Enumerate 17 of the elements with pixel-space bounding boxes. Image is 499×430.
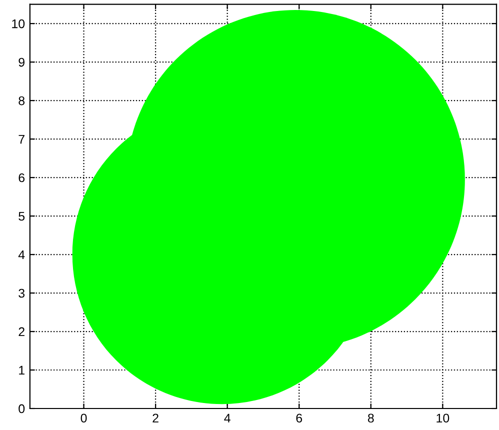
y-tick-label: 7	[18, 134, 24, 144]
x-tick-label: 0	[80, 414, 87, 423]
y-tick-label: 3	[18, 288, 25, 298]
y-tick-label: 0	[18, 404, 25, 414]
y-tick-label: 10	[12, 19, 25, 28]
y-tick-label: 5	[18, 212, 25, 221]
y-tick-label: 1	[19, 366, 24, 375]
y-tick-label: 2	[18, 327, 24, 336]
y-tick-label: 6	[18, 173, 25, 182]
y-tick-label: 8	[18, 96, 25, 106]
x-tick-label: 10	[436, 414, 450, 423]
x-tick-label: 4	[224, 414, 230, 422]
x-tick-label: 8	[368, 414, 374, 423]
x-tick-label: 2	[152, 414, 158, 422]
y-tick-label: 4	[18, 250, 25, 260]
y-tick-label: 9	[18, 58, 24, 67]
x-tick-label: 6	[296, 414, 302, 423]
